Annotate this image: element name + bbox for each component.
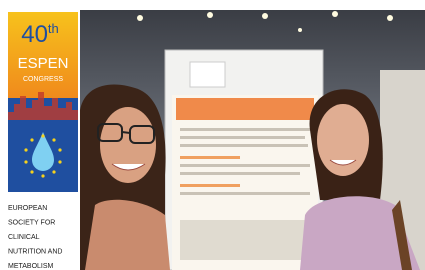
left-face <box>100 107 156 183</box>
photo <box>80 10 425 270</box>
logo-subtitle: CONGRESS <box>23 76 63 83</box>
logo-suffix: th <box>48 21 59 36</box>
logo: 40th ESPEN CONGRESS <box>8 12 78 192</box>
society-line: SOCIETY FOR <box>8 220 55 227</box>
poster-label <box>190 62 225 87</box>
logo-number-text: 40 <box>21 21 48 48</box>
logo-name: ESPEN <box>18 55 69 72</box>
screenshot: 40th ESPEN CONGRESS EUROPEAN SOCIETY FOR C… <box>0 0 425 270</box>
left-shoulder <box>85 200 170 270</box>
poster-header <box>176 98 314 120</box>
society-line: EUROPEAN <box>8 205 47 212</box>
society-line: CLINICAL <box>8 234 40 241</box>
society-line: METABOLISM <box>8 263 54 270</box>
society-line: NUTRITION AND <box>8 249 62 256</box>
